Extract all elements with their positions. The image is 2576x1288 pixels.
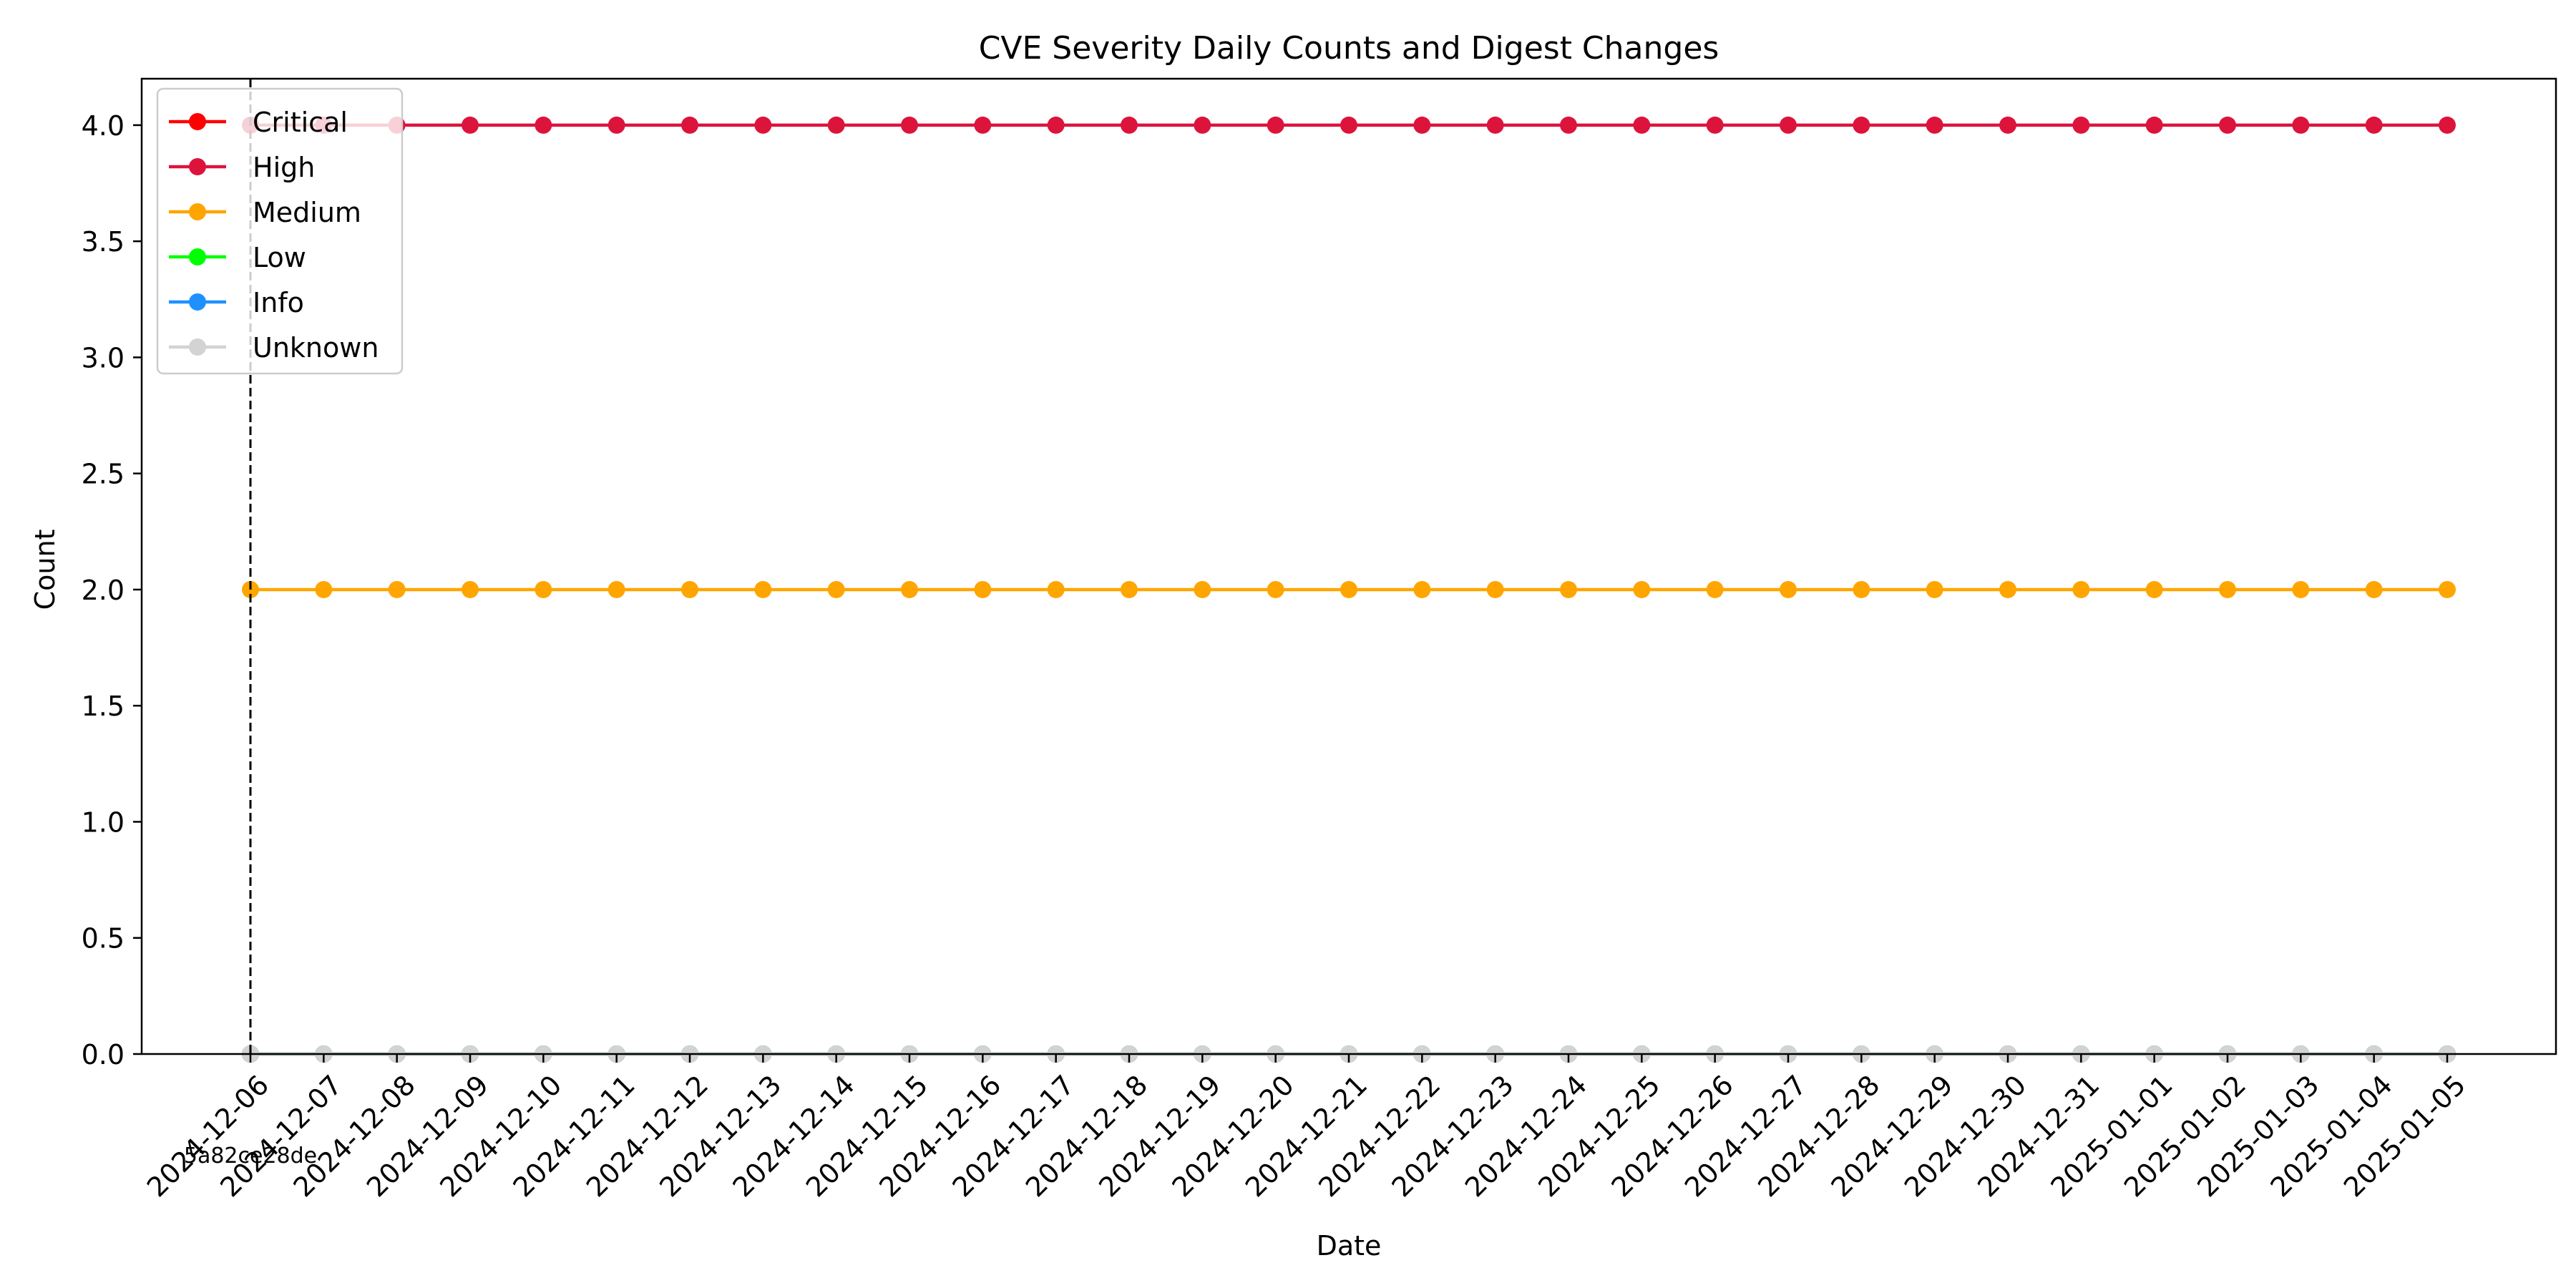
data-point-high xyxy=(1047,116,1065,134)
y-tick-label: 3.0 xyxy=(82,342,125,374)
data-point-medium xyxy=(2365,580,2383,598)
data-point-high xyxy=(2439,116,2456,134)
legend-marker-critical xyxy=(189,113,206,130)
data-point-high xyxy=(901,116,918,134)
legend-marker-unknown xyxy=(189,338,206,356)
data-point-high xyxy=(2292,116,2310,134)
data-point-high xyxy=(1706,116,1724,134)
y-tick-label: 2.5 xyxy=(82,459,125,490)
y-tick-label: 4.0 xyxy=(82,110,125,142)
data-point-medium xyxy=(1706,580,1724,598)
data-point-high xyxy=(1267,116,1284,134)
data-point-medium xyxy=(1560,580,1577,598)
y-tick-label: 3.5 xyxy=(82,226,125,258)
data-point-medium xyxy=(681,580,698,598)
data-point-high xyxy=(1340,116,1357,134)
data-point-medium xyxy=(2292,580,2310,598)
data-point-high xyxy=(1560,116,1577,134)
data-point-high xyxy=(1999,116,2016,134)
data-point-high xyxy=(608,116,625,134)
y-axis-label: Count xyxy=(29,530,61,610)
data-point-medium xyxy=(1999,580,2016,598)
data-point-medium xyxy=(974,580,992,598)
data-point-high xyxy=(974,116,992,134)
data-point-medium xyxy=(462,580,479,598)
series-medium xyxy=(242,580,2456,598)
legend-label-unknown: Unknown xyxy=(253,332,379,364)
legend: Critical High Medium Low Info Unknown xyxy=(156,87,404,375)
y-tick-label: 1.0 xyxy=(82,806,125,838)
data-point-medium xyxy=(2439,580,2456,598)
data-point-high xyxy=(2072,116,2090,134)
data-point-high xyxy=(1780,116,1797,134)
y-tick-label: 0.0 xyxy=(82,1039,125,1070)
legend-marker-info xyxy=(189,293,206,311)
legend-marker-medium xyxy=(189,203,206,220)
data-point-high xyxy=(2145,116,2163,134)
chart-title: CVE Severity Daily Counts and Digest Cha… xyxy=(979,30,1719,67)
data-point-high xyxy=(1633,116,1651,134)
data-point-medium xyxy=(1121,580,1138,598)
legend-label-medium: Medium xyxy=(253,197,361,228)
legend-label-high: High xyxy=(253,152,315,183)
data-point-high xyxy=(1926,116,1943,134)
data-point-high xyxy=(462,116,479,134)
data-point-medium xyxy=(315,580,333,598)
data-point-medium xyxy=(1194,580,1211,598)
data-point-high xyxy=(1486,116,1504,134)
data-point-medium xyxy=(1486,580,1504,598)
data-point-medium xyxy=(754,580,772,598)
data-point-medium xyxy=(608,580,625,598)
data-point-high xyxy=(754,116,772,134)
data-point-high xyxy=(681,116,698,134)
data-point-medium xyxy=(827,580,845,598)
data-point-medium xyxy=(901,580,918,598)
data-point-high xyxy=(2219,116,2236,134)
y-tick-label: 0.5 xyxy=(82,923,125,955)
data-point-high xyxy=(1853,116,1870,134)
data-point-high xyxy=(535,116,552,134)
data-point-high xyxy=(1413,116,1431,134)
data-point-medium xyxy=(1413,580,1431,598)
digest-change-label: 5a82ce28de xyxy=(184,1143,317,1169)
data-point-medium xyxy=(1267,580,1284,598)
y-tick-label: 1.5 xyxy=(82,691,125,722)
data-point-medium xyxy=(1780,580,1797,598)
data-point-medium xyxy=(1853,580,1870,598)
data-point-medium xyxy=(1340,580,1357,598)
y-tick-label: 2.0 xyxy=(82,575,125,606)
data-point-medium xyxy=(1633,580,1651,598)
data-point-medium xyxy=(1047,580,1065,598)
data-point-medium xyxy=(2072,580,2090,598)
legend-marker-low xyxy=(189,248,206,265)
data-point-medium xyxy=(2145,580,2163,598)
data-point-high xyxy=(1121,116,1138,134)
data-point-high xyxy=(1194,116,1211,134)
data-point-medium xyxy=(388,580,406,598)
legend-marker-high xyxy=(189,158,206,175)
data-point-medium xyxy=(2219,580,2236,598)
legend-label-info: Info xyxy=(253,287,304,318)
legend-label-low: Low xyxy=(253,242,306,273)
data-point-high xyxy=(827,116,845,134)
data-point-medium xyxy=(1926,580,1943,598)
x-axis-label: Date xyxy=(1317,1230,1382,1262)
data-point-high xyxy=(2365,116,2383,134)
legend-label-critical: Critical xyxy=(253,107,348,138)
data-point-medium xyxy=(535,580,552,598)
